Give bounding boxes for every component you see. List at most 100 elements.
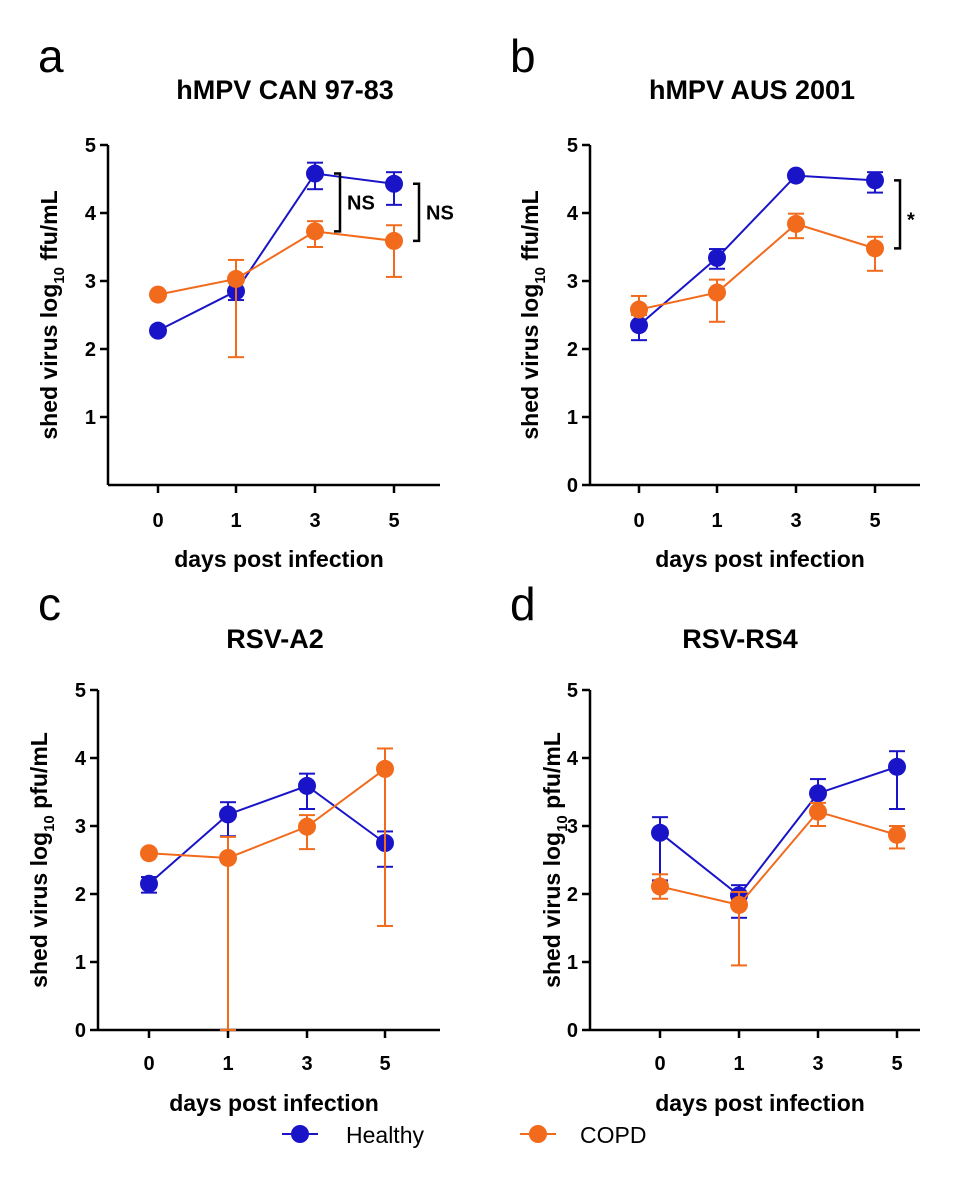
panel-a-y-tick-label: 2 [85, 339, 96, 361]
panel-b-y-tick-label: 2 [567, 339, 578, 361]
panel-b-y-tick-label: 4 [567, 203, 579, 225]
panel-d-letter: d [510, 578, 536, 630]
panel-a-y-tick-label: 3 [85, 271, 96, 293]
panel-d-y-tick-label: 2 [567, 884, 578, 906]
panel-c-x-tick-label: 0 [143, 1053, 154, 1075]
y-label-subscript: 10 [51, 267, 68, 284]
panel-d-healthy-point [809, 784, 827, 803]
panel-c-healthy-point [140, 874, 158, 893]
y-label-main: shed virus log [36, 284, 62, 440]
panel-c-y-tick-label: 3 [75, 816, 86, 838]
legend-copd-marker [529, 1125, 547, 1143]
panel-b-y-tick-label: 1 [567, 407, 578, 429]
panel-d-healthy-point [651, 823, 669, 842]
panel-b-significance-bracket [894, 179, 902, 250]
panel-a-healthy-point [149, 321, 167, 340]
y-label-main: shed virus log [26, 832, 52, 988]
panel-b-healthy-point [866, 171, 884, 190]
panel-b-y-tick-label: 3 [567, 271, 578, 293]
panel-c-y-tick-label: 5 [75, 680, 86, 702]
panel-b-x-tick-label: 3 [790, 510, 801, 532]
panel-a-x-tick-label: 5 [388, 510, 399, 532]
panel-d-healthy-line [659, 765, 898, 897]
panel-d-healthy-point [888, 757, 906, 776]
legend-item-copd: COPD [520, 1122, 646, 1148]
panel-a-healthy-point [385, 174, 403, 193]
panel-d-copd-point [651, 877, 669, 896]
panel-c-copd-line [148, 768, 386, 859]
panel-b-copd-line [638, 222, 876, 311]
legend-item-healthy: Healthy [282, 1122, 424, 1148]
panel-a-healthy-point [306, 164, 324, 183]
panel-b-x-tick-label: 5 [869, 510, 880, 532]
panel-d: d RSV-RS4 0 1 2 3 4 5 0 1 3 5 days post infection she… [510, 578, 920, 1116]
panel-b-healthy-point [787, 166, 805, 185]
panel-c-x-tick-label: 3 [301, 1053, 312, 1075]
panel-a-significance-bracket [413, 182, 421, 243]
panel-c-title: RSV-A2 [226, 624, 324, 654]
panel-c-healthy-line [148, 784, 386, 885]
panel-a-healthy-line [157, 172, 395, 332]
legend-healthy-marker [291, 1125, 309, 1143]
panel-b-y-tick-label: 0 [567, 475, 578, 497]
panel-c-y-tick-label: 4 [75, 748, 87, 770]
panel-d-x-tick-label: 1 [733, 1053, 744, 1075]
panel-d-copd-point [809, 802, 827, 821]
y-label-main: shed virus log [539, 832, 565, 988]
panel-d-y-tick-label: 4 [567, 748, 579, 770]
panel-d-x-tick-label: 3 [812, 1053, 823, 1075]
panel-c-y-tick-label: 0 [75, 1020, 86, 1042]
panel-a-x-axis-label: days post infection [174, 546, 384, 572]
panel-d-x-tick-label: 5 [891, 1053, 902, 1075]
panel-c-healthy-point [298, 776, 316, 795]
panel-b-healthy-line [638, 174, 876, 326]
panel-c-y-tick-label: 2 [75, 884, 86, 906]
panel-b-copd-point [708, 283, 726, 302]
panel-a-significance-bracket [334, 172, 342, 233]
panel-d-copd-point [730, 895, 748, 914]
legend-healthy-label: Healthy [346, 1122, 424, 1148]
y-label-unit: pfu/mL [539, 732, 565, 815]
panel-c-copd-point [376, 759, 394, 778]
panel-c-y-axis-label: shed virus log10 pfu/mL [26, 732, 58, 988]
panel-a-x-tick-label: 3 [309, 510, 320, 532]
panel-a-copd-point [227, 269, 245, 288]
panel-c-copd-point [219, 848, 237, 867]
y-label-subscript: 10 [554, 815, 571, 832]
panel-d-x-axis-label: days post infection [655, 1090, 865, 1116]
panel-a-x-tick-label: 0 [152, 510, 163, 532]
panel-a-letter: a [38, 30, 64, 82]
panel-d-y-tick-label: 3 [567, 816, 578, 838]
panel-d-copd-line [659, 810, 898, 906]
panel-a-y-tick-label: 4 [85, 203, 97, 225]
panel-a-x-tick-label: 1 [230, 510, 241, 532]
panel-a-y-tick-label: 1 [85, 407, 96, 429]
panel-d-copd-point [888, 825, 906, 844]
panel-c-x-tick-label: 1 [222, 1053, 233, 1075]
panel-b-y-axis-label: shed virus log10 ffu/mL [517, 190, 549, 439]
panel-b-title: hMPV AUS 2001 [649, 75, 855, 105]
panel-c-healthy-point [219, 805, 237, 824]
panel-b-significance-label: * [907, 209, 915, 231]
panel-a-significance-label: NS [426, 202, 454, 224]
panel-c-letter: c [38, 578, 61, 630]
panel-b-copd-point [787, 214, 805, 233]
y-label-unit: ffu/mL [36, 190, 62, 267]
panel-b-x-tick-label: 0 [633, 510, 644, 532]
y-label-subscript: 10 [532, 267, 549, 284]
panel-a-copd-line [157, 230, 395, 296]
legend: Healthy COPD [282, 1122, 646, 1148]
panel-b-copd-point [866, 239, 884, 258]
y-label-subscript: 10 [41, 815, 58, 832]
panel-d-y-tick-label: 0 [567, 1020, 578, 1042]
panel-a-y-axis-label: shed virus log10 ffu/mL [36, 190, 68, 439]
panel-c-x-axis-label: days post infection [169, 1090, 379, 1116]
panel-b-copd-point [630, 300, 648, 319]
panel-a-copd-point [306, 222, 324, 241]
y-label-main: shed virus log [517, 284, 543, 440]
panel-c-y-tick-label: 1 [75, 952, 86, 974]
y-label-unit: ffu/mL [517, 190, 543, 267]
